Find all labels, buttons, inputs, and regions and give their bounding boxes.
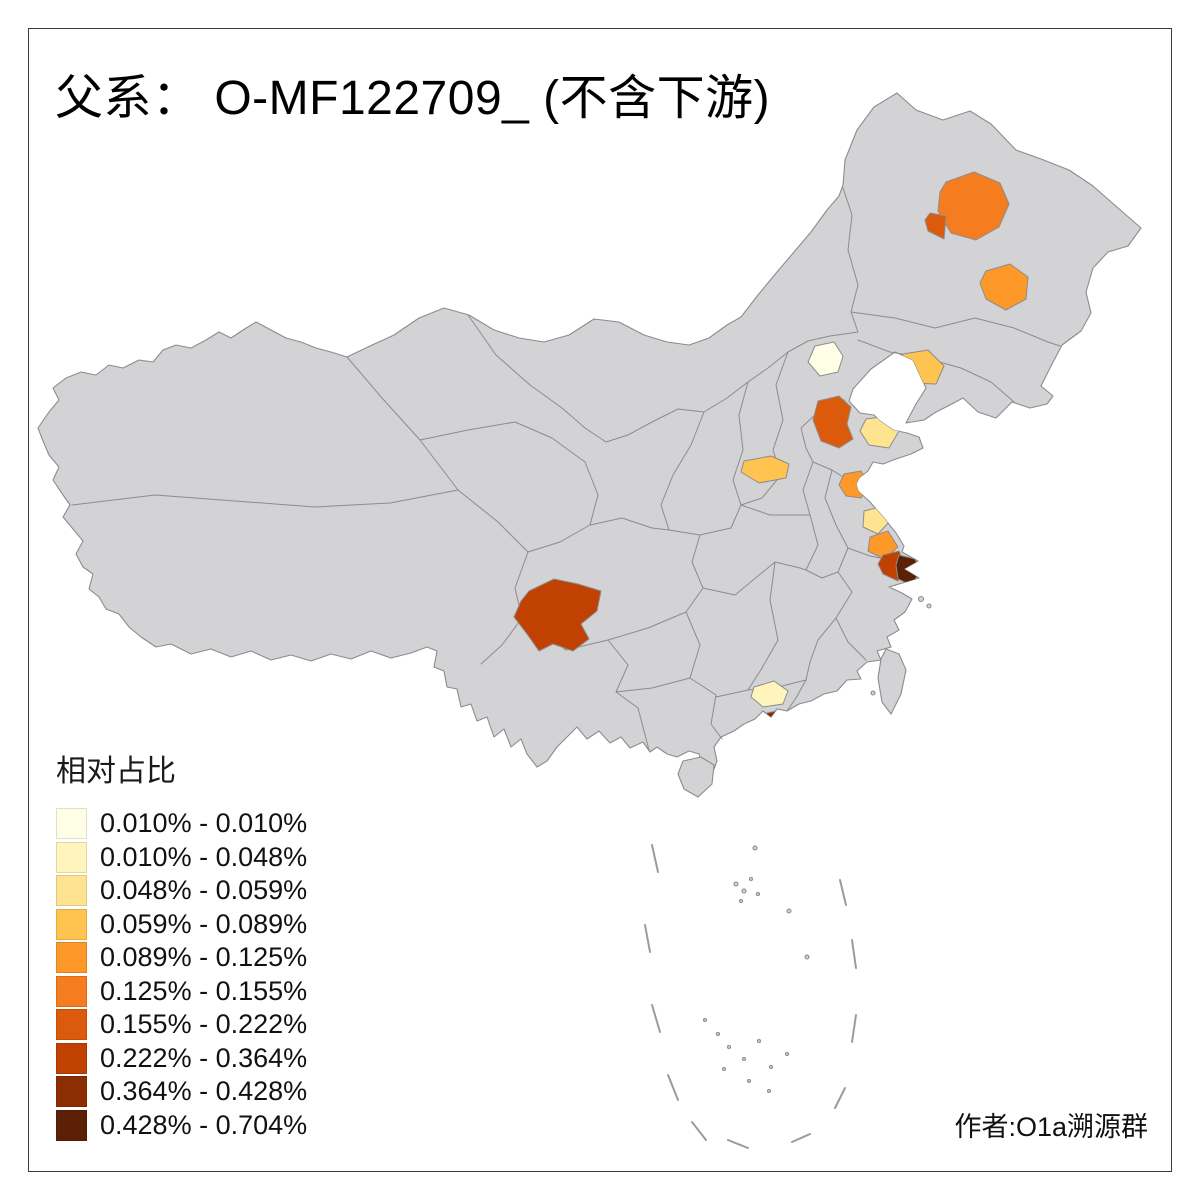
legend-item: 0.222% - 0.364% bbox=[56, 1042, 308, 1074]
legend-item: 0.428% - 0.704% bbox=[56, 1109, 308, 1141]
nine-dash-line bbox=[644, 844, 857, 1149]
island-dot bbox=[804, 954, 810, 960]
island-dot bbox=[768, 1064, 774, 1070]
island-dot bbox=[756, 1038, 762, 1044]
region-henan bbox=[740, 455, 790, 484]
island-dot bbox=[741, 1056, 747, 1062]
legend-item: 0.048% - 0.059% bbox=[56, 875, 307, 906]
legend-swatch bbox=[56, 1109, 87, 1141]
legend-swatch bbox=[56, 1009, 87, 1040]
island-dot bbox=[726, 1044, 732, 1050]
figure-border bbox=[28, 28, 1172, 1172]
island-dot bbox=[766, 1088, 772, 1094]
legend-swatch bbox=[56, 841, 87, 873]
legend-items: 0.010% - 0.010% 0.010% - 0.048% 0.048% - 0… bbox=[56, 808, 307, 1141]
attribution: 作者:O1a溯源群 bbox=[954, 1112, 1148, 1142]
island-dot bbox=[741, 888, 747, 894]
island-dot bbox=[746, 1078, 752, 1084]
island-dot bbox=[733, 881, 739, 887]
legend-item: 0.059% - 0.089% bbox=[56, 908, 308, 940]
region-guangdong-pearl bbox=[750, 680, 789, 708]
legend: 相对占比 0.010% - 0.010% 0.010% - 0.048% 0.048… bbox=[56, 746, 307, 1143]
island-dot bbox=[721, 1066, 727, 1072]
china-mainland bbox=[37, 92, 1142, 778]
island-dot bbox=[926, 603, 932, 609]
legend-label: 0.059% - 0.089% bbox=[100, 908, 308, 939]
legend-swatch bbox=[56, 942, 87, 973]
south-china-sea-islands bbox=[702, 595, 932, 1094]
island-dot bbox=[752, 845, 758, 851]
legend-swatch bbox=[56, 908, 87, 940]
province-borders bbox=[71, 187, 1061, 751]
island-dot bbox=[738, 898, 744, 904]
legend-item: 0.364% - 0.428% bbox=[56, 1076, 307, 1107]
region-beijing bbox=[807, 341, 844, 377]
legend-label: 0.155% - 0.222% bbox=[100, 1009, 308, 1039]
island-dot bbox=[715, 1031, 721, 1037]
legend-label: 0.010% - 0.048% bbox=[100, 841, 308, 872]
legend-item: 0.089% - 0.125% bbox=[56, 942, 307, 973]
legend-swatch bbox=[56, 1042, 87, 1074]
legend-swatch bbox=[56, 808, 87, 839]
island-dot bbox=[917, 595, 925, 603]
legend-swatch bbox=[56, 875, 87, 906]
taiwan-island bbox=[877, 648, 907, 715]
legend-label: 0.125% - 0.155% bbox=[100, 975, 308, 1006]
region-shandong-central bbox=[812, 395, 854, 449]
island-dot bbox=[748, 876, 754, 882]
island-dot bbox=[755, 891, 761, 897]
legend-label: 0.364% - 0.428% bbox=[100, 1076, 308, 1106]
legend-title: 相对占比 bbox=[56, 755, 176, 788]
page-title: 父系： O-MF122709_ (不含下游) bbox=[55, 72, 771, 125]
legend-item: 0.010% - 0.048% bbox=[56, 841, 308, 873]
legend-swatch bbox=[56, 1076, 87, 1107]
island-dot bbox=[786, 908, 792, 914]
region-heilongjiang-main bbox=[937, 171, 1010, 241]
legend-label: 0.428% - 0.704% bbox=[100, 1109, 308, 1140]
legend-label: 0.048% - 0.059% bbox=[100, 875, 308, 905]
legend-label: 0.010% - 0.010% bbox=[100, 808, 308, 838]
legend-item: 0.010% - 0.010% bbox=[56, 808, 307, 839]
region-sichuan-southwest bbox=[513, 578, 602, 652]
hainan-island bbox=[677, 756, 715, 798]
region-jilin bbox=[979, 263, 1029, 311]
legend-swatch bbox=[56, 975, 87, 1007]
legend-item: 0.125% - 0.155% bbox=[56, 975, 308, 1007]
island-dot bbox=[702, 1017, 708, 1023]
legend-label: 0.222% - 0.364% bbox=[100, 1042, 308, 1073]
legend-item: 0.155% - 0.222% bbox=[56, 1009, 307, 1040]
island-dot bbox=[784, 1051, 790, 1057]
legend-label: 0.089% - 0.125% bbox=[100, 942, 308, 972]
island-dot bbox=[870, 690, 876, 696]
region-heilongjiang-west bbox=[924, 212, 947, 240]
